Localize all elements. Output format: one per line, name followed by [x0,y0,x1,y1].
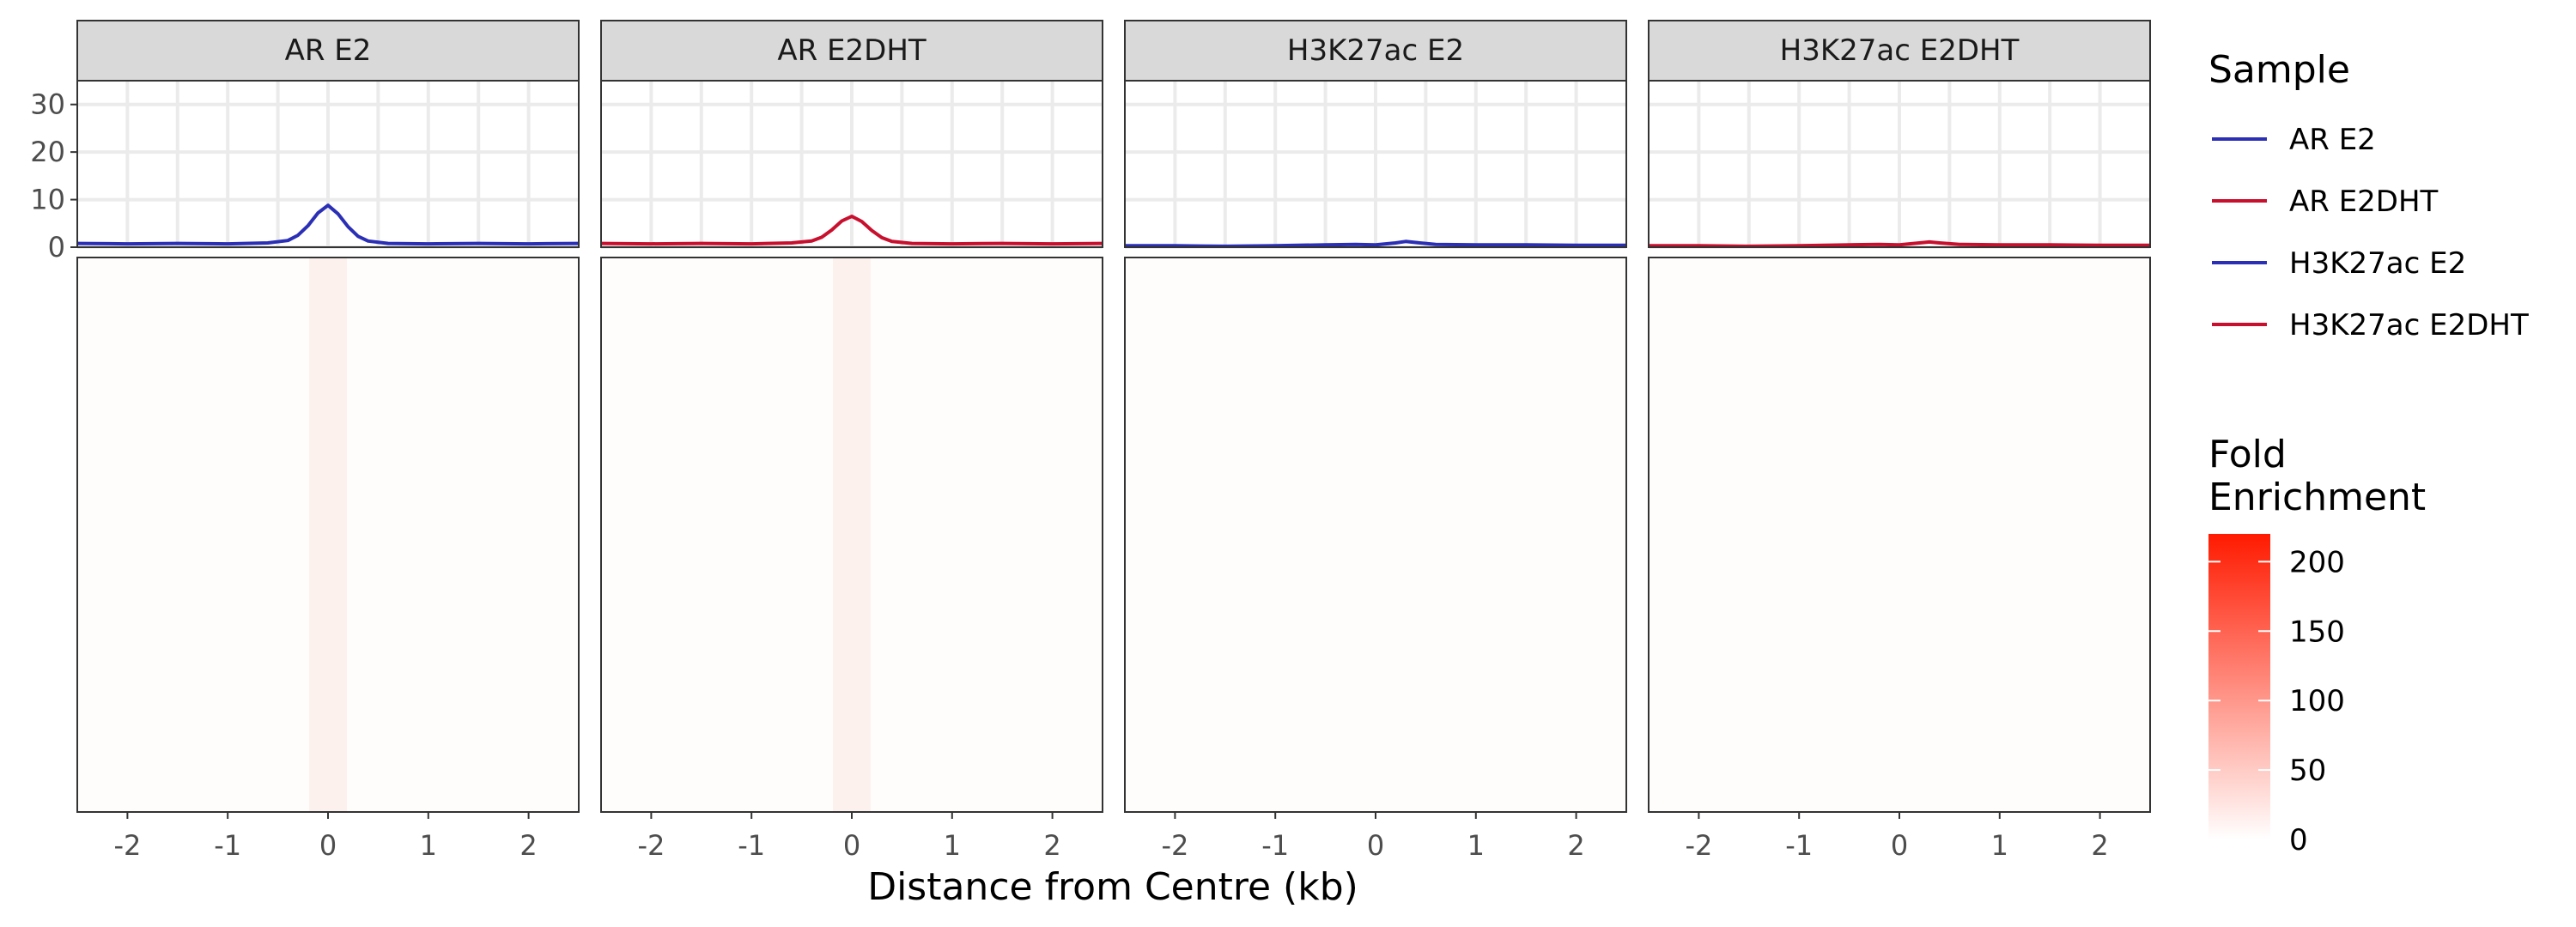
x-tick-label: 1 [420,829,437,862]
colorbar-gradient [2208,534,2270,839]
x-tick-label: -1 [738,829,765,862]
profile-gridlines [1125,81,1626,249]
facet-strip-label: AR E2DHT [777,33,927,68]
profile-gridlines [77,81,579,249]
colorbar-title-line-2: Enrichment [2208,476,2426,519]
x-tick-label: 0 [319,829,337,862]
colorbar-tick-label: 200 [2289,545,2345,579]
heatmap-background [1125,258,1626,812]
fold-enrichment-colorbar: Fold Enrichment 0 50 100 150 200 [2208,433,2426,857]
facet-panel-4: H3K27ac E2DHT -2 -1 0 1 2 [1648,20,2151,862]
legend-label: AR E2DHT [2289,185,2439,219]
x-tick-label: -2 [1685,829,1712,862]
y-tick-label: 0 [48,231,65,264]
heatmap-central-signal [833,258,871,812]
facet-strip [600,20,1103,82]
x-tick-label: 1 [944,829,961,862]
x-axis-ticks: -2 -1 0 1 2 [1685,812,2109,862]
x-tick-label: -1 [214,829,241,862]
colorbar-title-line-1: Fold [2208,433,2287,476]
legend-entry: AR E2DHT [2212,185,2439,219]
facet-strip [1124,20,1627,82]
profile-y-axis: 0 10 20 30 [30,88,77,264]
sample-legend: Sample AR E2 AR E2DHT H3K27ac E2 H3K27ac E2… [2208,48,2529,342]
profile-panel-border [76,80,580,248]
x-tick-label: -2 [1161,829,1188,862]
profile-panel-border [1124,80,1627,248]
x-axis-ticks: -2 -1 0 1 2 [1161,812,1585,862]
legend-entry: H3K27ac E2 [2212,246,2466,281]
x-tick-label: -1 [1785,829,1813,862]
legend-entry: H3K27ac E2DHT [2212,308,2529,342]
facet-panel-1: AR E2 -2 -1 0 1 2 [76,20,580,862]
colorbar-tick-label: 150 [2289,615,2345,649]
heatmap-background [1649,258,2150,812]
legend-label: H3K27ac E2DHT [2289,308,2529,342]
x-tick-label: -2 [113,829,141,862]
facet-strip [1648,20,2151,82]
colorbar-tick-label: 100 [2289,684,2345,718]
x-tick-label: 1 [1991,829,2008,862]
x-axis-ticks: -2 -1 0 1 2 [637,812,1061,862]
x-tick-label: 2 [1043,829,1060,862]
facet-strip-label: AR E2 [285,33,372,68]
x-axis-ticks: -2 -1 0 1 2 [113,812,538,862]
legend-label: AR E2 [2289,123,2376,157]
x-tick-label: -2 [637,829,665,862]
profile-gridlines [601,81,1103,249]
facet-panel-3: H3K27ac E2 -2 -1 0 1 2 [1124,20,1627,862]
profile-panel-border [1648,80,2151,248]
x-tick-label: 0 [1891,829,1908,862]
x-axis-title: Distance from Centre (kb) [867,865,1358,909]
profile-gridlines [1649,81,2150,249]
heatmap-panel [600,257,1103,813]
facet-panel-2: AR E2DHT -2 -1 0 1 2 [600,20,1103,862]
profile-line-2 [600,215,1103,246]
heatmap-panel [76,257,580,813]
y-tick-label: 20 [30,136,65,168]
x-tick-label: 1 [1467,829,1485,862]
legend-entry: AR E2 [2212,123,2376,157]
x-tick-label: 0 [843,829,860,862]
colorbar-tick-label: 50 [2289,754,2326,788]
y-tick-label: 30 [30,88,65,121]
facet-strip-label: H3K27ac E2DHT [1780,33,2020,68]
legend-label: H3K27ac E2 [2289,246,2466,281]
legend-title: Sample [2208,48,2350,92]
profile-line-4 [1649,239,2150,248]
profile-panel-border [600,80,1103,248]
profile-line-3 [1125,239,1626,248]
x-tick-label: 2 [2091,829,2108,862]
heatmap-panel [1648,257,2151,813]
x-tick-label: -1 [1261,829,1289,862]
x-tick-label: 2 [519,829,537,862]
heatmap-panel [1124,257,1627,813]
facet-strip [76,20,580,82]
facet-strip-label: H3K27ac E2 [1287,33,1464,68]
colorbar-tick-label: 0 [2289,823,2308,857]
x-tick-label: 0 [1367,829,1384,862]
x-tick-label: 2 [1567,829,1584,862]
profile-line-1 [76,203,580,246]
heatmap-central-signal [309,258,347,812]
y-tick-label: 10 [30,184,65,216]
